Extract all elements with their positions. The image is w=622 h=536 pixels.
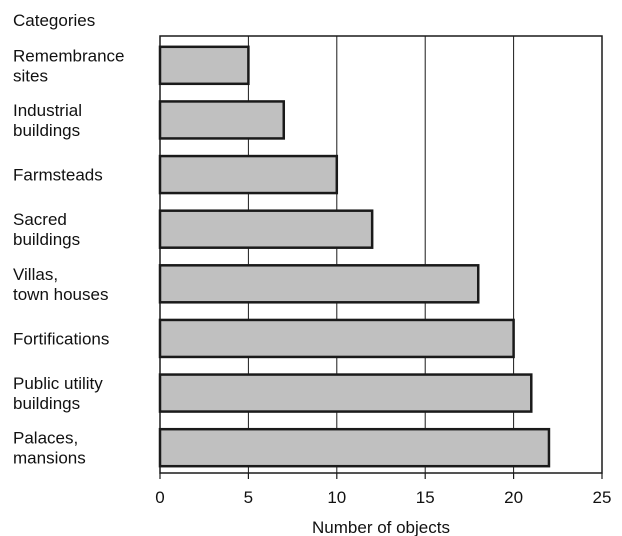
bar	[158, 264, 480, 304]
bar	[158, 427, 551, 468]
bars	[158, 45, 551, 468]
category-label: Palaces, mansions	[13, 429, 86, 468]
x-tick-label: 5	[244, 488, 253, 507]
category-label: Farmsteads	[13, 166, 103, 185]
category-label-line: buildings	[13, 121, 80, 140]
category-label: Public utility buildings	[13, 374, 103, 413]
bar	[158, 100, 286, 140]
category-label-line: sites	[13, 66, 48, 85]
bar	[158, 373, 533, 413]
category-label-line: mansions	[13, 449, 86, 468]
category-label-line: Public utility	[13, 374, 103, 393]
category-label-line: Palaces,	[13, 429, 78, 448]
category-label-line: Farmsteads	[13, 166, 103, 185]
category-label: Remembrance sites	[13, 46, 125, 85]
x-tick-label: 15	[416, 488, 435, 507]
category-label-line: Remembrance	[13, 46, 125, 65]
category-label-line: buildings	[13, 230, 80, 249]
category-label-line: Villas,	[13, 265, 58, 284]
category-label-line: town houses	[13, 285, 108, 304]
x-tick-label: 10	[327, 488, 346, 507]
bar	[158, 318, 515, 359]
x-tick-label: 0	[155, 488, 164, 507]
plot-frame	[159, 35, 603, 474]
category-label: Fortifications	[13, 329, 109, 348]
category-label-line: Fortifications	[13, 329, 109, 348]
bar	[158, 45, 250, 86]
bar	[158, 209, 374, 249]
x-axis-title: Number of objects	[312, 518, 450, 536]
category-label: Villas, town houses	[13, 265, 108, 304]
category-label: Industrial buildings	[13, 101, 82, 140]
categories-heading: Categories	[13, 11, 95, 30]
x-axis-ticks: 0 5 10 15 20 25	[155, 473, 611, 507]
x-tick-label: 20	[504, 488, 523, 507]
category-label-line: Sacred	[13, 210, 67, 229]
bar	[158, 154, 339, 195]
category-label-line: buildings	[13, 394, 80, 413]
x-tick-label: 25	[593, 488, 612, 507]
category-label: Sacred buildings	[13, 210, 80, 249]
category-label-line: Industrial	[13, 101, 82, 120]
